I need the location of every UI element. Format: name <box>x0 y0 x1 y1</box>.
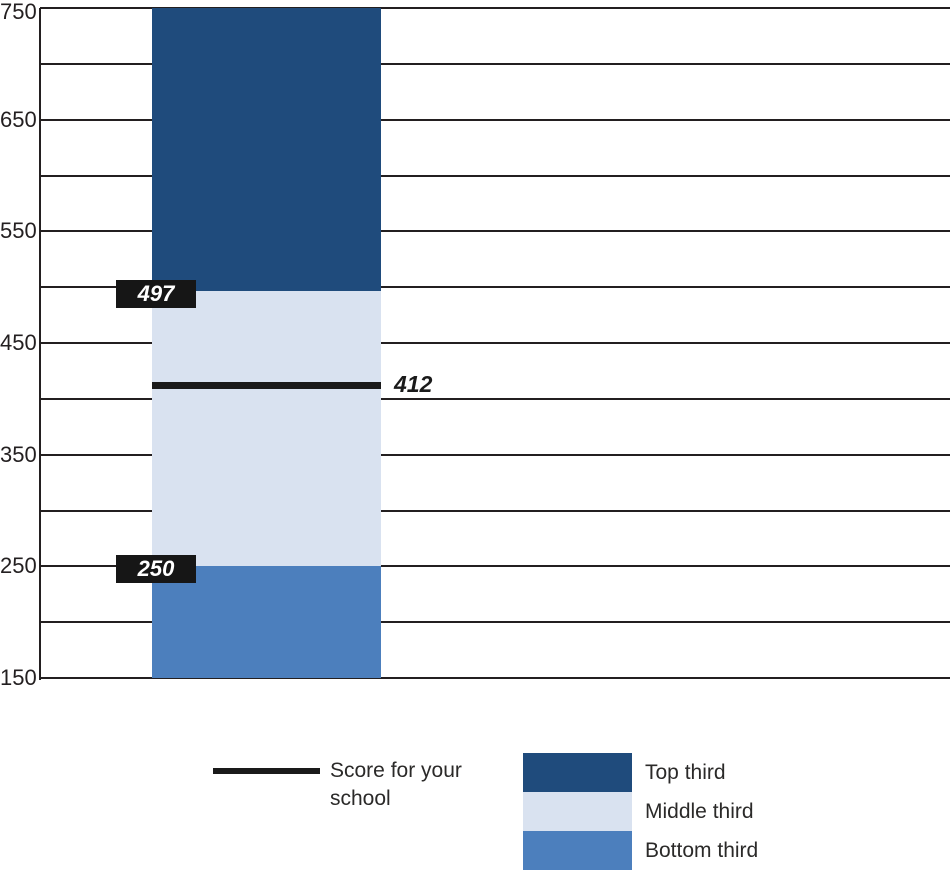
middle-third-swatch <box>523 792 632 831</box>
legend-entry-middle-third: Middle third <box>523 792 758 831</box>
gridline-200 <box>40 621 950 624</box>
gridline-650 <box>40 118 950 121</box>
y-axis-tick-label: 450 <box>0 330 37 355</box>
gridline-150 <box>40 677 950 679</box>
gridline-700 <box>40 62 950 65</box>
score-line <box>152 382 381 390</box>
score-value-label: 412 <box>394 371 433 398</box>
bar-segment-top-third <box>152 8 381 291</box>
gridline-400 <box>40 397 950 400</box>
legend-entry-top-third: Top third <box>523 753 758 792</box>
top-third-swatch <box>523 753 632 792</box>
y-axis-tick-label: 150 <box>0 665 37 690</box>
gridline-600 <box>40 174 950 177</box>
gridline-300 <box>40 509 950 512</box>
score-line-legend-label: Score for your school <box>330 759 462 810</box>
legend-entry-bottom-third: Bottom third <box>523 831 758 870</box>
gridline-450 <box>40 342 950 344</box>
gridline-750 <box>40 7 950 9</box>
bar-segment-middle-third <box>152 290 381 567</box>
y-axis-tick-label: 750 <box>0 0 37 24</box>
plot-area: 150 250 350 450 550 650 750 412 497 250 <box>0 0 950 690</box>
y-axis-tick-label: 350 <box>0 441 37 467</box>
bottom-third-swatch <box>523 831 632 870</box>
boundary-label-250: 250 <box>116 555 196 584</box>
gridline-500 <box>40 286 950 289</box>
y-axis-tick-label: 550 <box>0 218 37 244</box>
y-axis-tick-label: 650 <box>0 106 37 132</box>
gridline-350 <box>40 453 950 456</box>
y-axis-line <box>39 8 41 680</box>
boundary-label-497: 497 <box>116 279 196 308</box>
score-line-legend-sample <box>213 768 320 774</box>
gridline-250 <box>40 565 950 568</box>
gridline-550 <box>40 230 950 233</box>
legend-swatch-list: Top third Middle third Bottom third <box>523 753 758 870</box>
bar-segment-bottom-third <box>152 566 381 678</box>
y-axis-tick-label: 250 <box>0 553 37 579</box>
middle-third-label: Middle third <box>645 799 754 823</box>
bottom-third-label: Bottom third <box>645 838 759 862</box>
top-third-label: Top third <box>645 760 726 784</box>
